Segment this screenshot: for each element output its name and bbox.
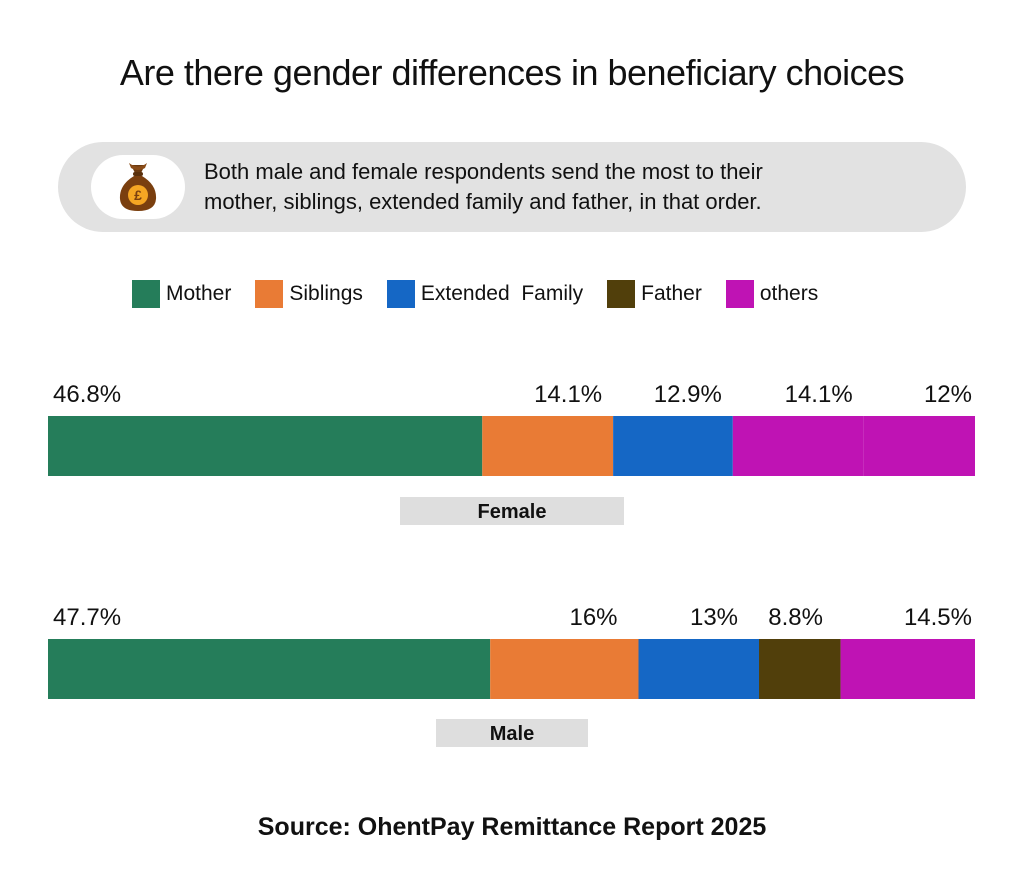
legend-item-siblings: Siblings: [255, 280, 363, 308]
category-label-male: Male: [490, 723, 534, 745]
data-label-female-4: 14.1%: [785, 381, 853, 408]
legend-item-others: others: [725, 280, 819, 308]
bar-segment-female-2: [482, 416, 614, 476]
chart-legend: Mother Siblings Extended Family Father o…: [132, 280, 842, 308]
category-label-box-female: [400, 497, 624, 525]
bar-segment-male-3: [638, 639, 760, 699]
legend-swatch: [607, 280, 636, 308]
data-label-female-1: 46.8%: [53, 381, 121, 408]
legend-label: Siblings: [289, 282, 363, 305]
bar-segment-male-5: [840, 639, 975, 699]
legend-swatch: [386, 280, 415, 308]
legend-swatch: [725, 280, 754, 308]
data-label-male-4: 8.8%: [768, 604, 823, 631]
legend-label: Mother: [166, 282, 232, 305]
data-label-male-1: 47.7%: [53, 604, 121, 631]
bar-segment-female-4: [732, 416, 864, 476]
data-label-male-5: 14.5%: [904, 604, 972, 631]
bar-segment-female-1: [48, 416, 483, 476]
legend-label: Extended Family: [420, 282, 584, 305]
category-label-box-male: [436, 719, 588, 747]
data-label-female-3: 12.9%: [654, 381, 722, 408]
data-label-male-2: 16%: [569, 604, 617, 631]
money-bag-pound-icon: £: [91, 155, 185, 219]
data-label-male-3: 13%: [690, 604, 738, 631]
bar-segment-male-1: [48, 639, 491, 699]
chart-title: Are there gender differences in benefici…: [119, 52, 905, 93]
category-label-female: Female: [478, 501, 547, 523]
legend-item-father: Father: [607, 280, 702, 308]
legend-label: others: [759, 282, 819, 305]
callout-line-1: Both male and female respondents send th…: [204, 159, 763, 184]
callout-line-2: mother, siblings, extended family and fa…: [204, 189, 762, 214]
insight-callout: £ Both male and female respondents send …: [58, 142, 966, 232]
source-note: Source: OhentPay Remittance Report 2025: [257, 813, 767, 841]
bar-segment-male-4: [759, 639, 841, 699]
legend-item-extended-family: Extended Family: [386, 280, 584, 308]
bar-segment-male-2: [490, 639, 639, 699]
legend-swatch: [255, 280, 284, 308]
legend-swatch: [132, 280, 160, 308]
data-label-female-5: 12%: [924, 381, 972, 408]
callout-text: Both male and female respondents send th…: [204, 157, 944, 217]
bar-segment-female-5: [863, 416, 975, 476]
legend-label: Father: [641, 282, 702, 305]
bar-segment-female-3: [613, 416, 733, 476]
data-label-female-2: 14.1%: [534, 381, 602, 408]
legend-item-mother: Mother: [132, 280, 231, 308]
svg-text:£: £: [134, 187, 142, 203]
